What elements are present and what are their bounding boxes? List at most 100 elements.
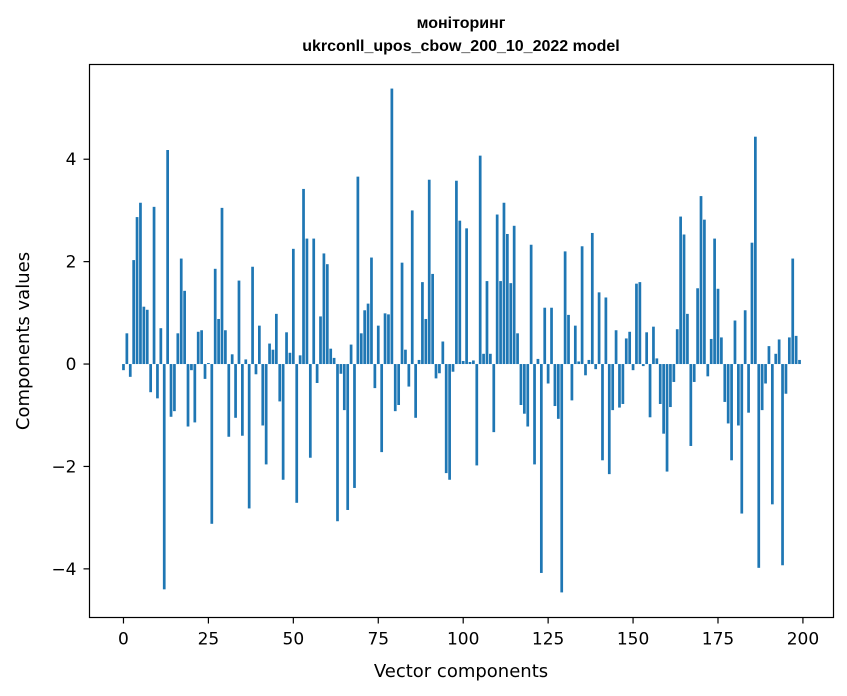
bar [142,306,146,365]
bar [224,330,227,365]
bar [183,290,186,365]
bar [519,364,523,405]
bar [305,238,309,365]
x-tick-label: 100 [447,630,479,650]
bar [703,219,706,365]
bar [516,333,519,365]
bar [393,364,397,412]
bar [264,364,268,465]
y-tick-label: −4 [51,560,76,580]
bar [533,364,536,465]
bar [743,310,747,365]
bar [414,364,417,418]
bar [590,232,594,365]
bar [601,364,604,461]
bar [648,364,652,418]
bar [604,297,608,365]
bar [325,264,329,365]
bar [247,364,251,509]
bar [278,364,282,402]
bar [186,364,190,427]
bar [584,364,587,376]
bar [679,216,682,365]
bar [675,329,679,365]
bar [122,364,125,371]
bar [400,262,404,365]
y-axis-ticks: −4 −2 0 2 4 [51,150,90,580]
bar [210,364,214,524]
bar [258,325,261,365]
x-axis-ticks: 0 25 50 75 100 125 150 175 200 [118,617,819,650]
bar [339,364,343,374]
bar [380,364,384,453]
bar [285,332,288,365]
bar [244,359,248,365]
bar [424,318,428,365]
bar [577,361,581,365]
bar [312,238,316,365]
bar [723,364,727,402]
bar [777,339,781,365]
bar [451,364,455,372]
bar [448,364,451,480]
bar [356,176,360,365]
bar [482,353,485,365]
bar [383,313,387,365]
bar [641,364,645,367]
bar [774,353,778,365]
bar [658,364,662,404]
bar [387,314,390,365]
bar [190,364,193,371]
bar [196,331,200,365]
y-tick-label: 0 [66,355,77,375]
bar [495,214,499,365]
bar [529,244,533,365]
bar [536,358,540,365]
bar [410,210,414,365]
bar [288,352,292,365]
bar [468,361,472,365]
bar [546,364,550,384]
bar [611,364,615,411]
bar [234,364,237,418]
bar [213,268,217,365]
bar [193,364,197,423]
bar [787,337,791,365]
bar [149,364,153,393]
bar [376,325,380,365]
bar [709,338,713,365]
bar [798,359,801,365]
bar [573,325,577,365]
bar [652,326,655,365]
bar [706,364,710,377]
bar [522,364,526,414]
bar [682,234,686,365]
y-axis-label: Components values [13,252,34,430]
bar [563,251,567,365]
bar [268,343,271,365]
bar [132,260,136,365]
bar [227,364,231,437]
bar [784,364,788,394]
bar [506,233,509,365]
bar [336,364,339,522]
bar [662,364,665,434]
bar [241,364,244,436]
bar [145,309,149,365]
bar [139,202,142,365]
bar [179,258,183,365]
x-tick-label: 75 [367,630,389,650]
bar [733,320,737,365]
bar [553,364,557,407]
bar [291,248,295,365]
bar [645,332,649,365]
y-tick-label: 4 [66,150,77,170]
bar [237,280,241,365]
bar [434,364,438,379]
bar [465,228,468,365]
bar [251,266,254,365]
bar [726,364,730,424]
chart-title: моніторинг [417,15,506,32]
bar [176,333,180,365]
bar [509,283,513,365]
